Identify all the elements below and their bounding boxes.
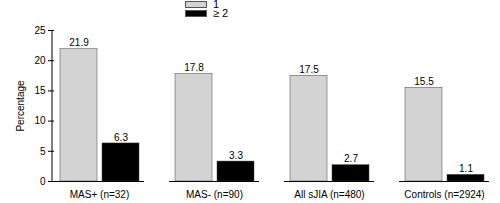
svg-text:5: 5 <box>40 146 46 157</box>
svg-text:25: 25 <box>34 25 46 36</box>
svg-text:2.7: 2.7 <box>344 153 358 164</box>
svg-text:0: 0 <box>40 176 46 187</box>
svg-text:1.1: 1.1 <box>459 163 473 174</box>
svg-text:10: 10 <box>34 115 46 126</box>
svg-text:20: 20 <box>34 55 46 66</box>
svg-text:17.8: 17.8 <box>184 62 204 73</box>
svg-text:21.9: 21.9 <box>69 37 89 48</box>
svg-text:3.3: 3.3 <box>229 150 243 161</box>
svg-text:MAS- (n=90): MAS- (n=90) <box>186 189 243 200</box>
html-text:≥ 2: ≥ 2 <box>213 7 229 19</box>
svg-text:MAS+ (n=32): MAS+ (n=32) <box>70 189 129 200</box>
svg-text:All sJIA (n=480): All sJIA (n=480) <box>294 189 364 200</box>
svg-text:Percentage: Percentage <box>15 80 26 132</box>
svg-text:15.5: 15.5 <box>414 76 434 87</box>
svg-text:6.3: 6.3 <box>114 132 128 143</box>
svg-text:15: 15 <box>34 85 46 96</box>
svg-text:17.5: 17.5 <box>299 64 319 75</box>
svg-text:Controls (n=2924): Controls (n=2924) <box>404 189 484 200</box>
